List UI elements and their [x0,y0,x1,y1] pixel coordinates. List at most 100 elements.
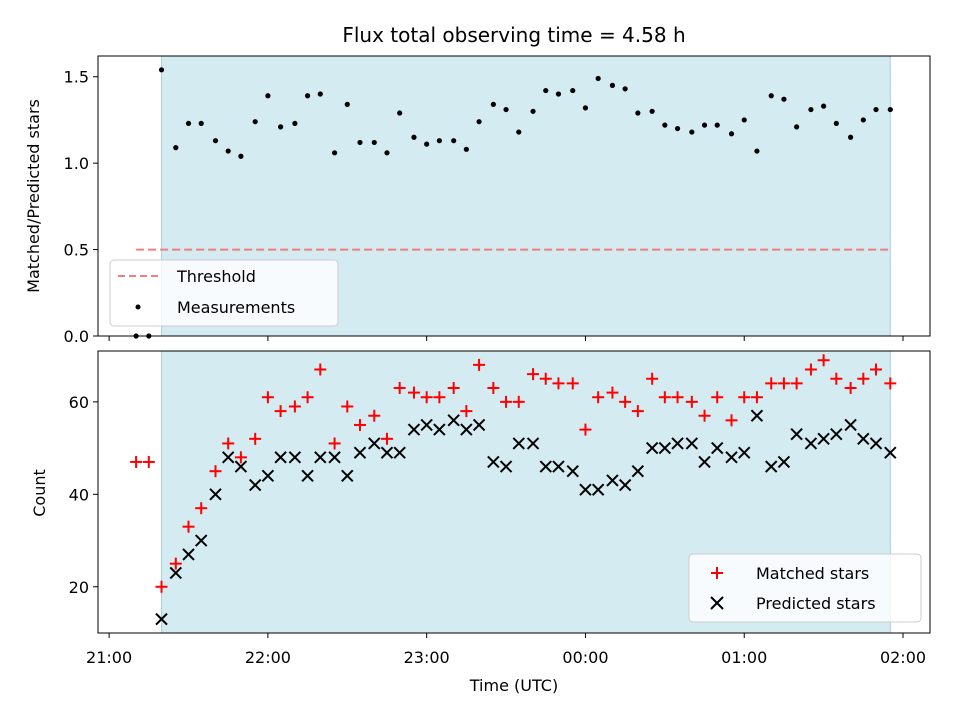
predicted-star-point [817,432,830,446]
matched-star-point [182,520,195,533]
measurement-point [516,129,522,135]
legend-threshold-label: Threshold [176,267,256,286]
measurement-point [212,138,219,144]
measurement-point [357,139,363,146]
x-tick-label: 01:00 [721,648,767,667]
measurement-point [808,106,814,113]
measurement-point [384,150,390,156]
matched-star-point [527,368,540,381]
measurement-point [185,120,192,127]
matched-star-point [817,354,830,367]
predicted-star-point [631,464,645,478]
predicted-star-point [499,460,513,473]
matched-star-point [353,418,366,431]
predicted-star-point [606,474,619,487]
top-x-ticks [108,336,904,341]
matched-star-point [844,381,857,394]
matched-star-point [539,372,552,385]
matched-star-point [142,455,155,468]
matched-star-point [790,377,803,390]
predicted-star-point [526,437,540,450]
matched-star-point [249,432,262,445]
predicted-star-point [711,441,724,455]
y-tick-label: 0.0 [64,327,89,346]
y-tick-label: 20 [69,578,89,597]
predicted-star-point [658,441,672,455]
bottom-y-axis-label: Count [30,469,49,517]
x-tick-label: 22:00 [245,648,291,667]
matched-star-point [619,395,632,408]
predicted-star-point [738,446,751,459]
matched-star-point [685,395,698,408]
top-axes-frame [97,55,931,337]
measurement-point [848,134,854,140]
measurement-point [173,145,179,151]
predicted-star-point [380,446,394,459]
measurement-point [794,124,800,130]
predicted-star-point [844,418,857,432]
measurement-point [292,120,298,127]
measurement-point [622,86,628,92]
measurement-point [701,122,708,128]
measurement-point [781,96,787,102]
predicted-star-point [750,409,764,422]
matched-star-point [288,400,301,413]
x-tick-label: 21:00 [86,648,132,667]
legend-predicted-label: Predicted stars [756,594,876,613]
predicted-stars-points [155,409,897,626]
measurement-point [582,105,589,111]
predicted-star-point [447,414,460,427]
measurement-point [768,93,774,99]
predicted-star-point [368,437,381,450]
matched-star-point [130,455,143,468]
top-panel: 0.0 0.5 1.0 1.5 Matched/Predicted stars Thr… [24,55,931,346]
matched-star-point [725,414,738,427]
predicted-star-point [169,566,183,580]
measurement-point [265,93,271,99]
bottom-legend: Matched stars Predicted stars [688,553,922,623]
predicted-star-point [314,451,327,464]
predicted-star-point [248,478,262,492]
predicted-star-point [221,451,235,464]
matched-star-point [301,391,314,404]
measurement-point [225,148,231,154]
measurement-point [371,139,377,146]
matched-star-point [646,372,659,385]
bottom-panel: 20 40 60 21:00 22:00 23:00 00:00 01:00 02:00 Co… [30,350,931,695]
measurement-point [397,110,403,116]
measurement-point [555,91,562,97]
matched-star-point [552,377,565,390]
predicted-star-point [671,437,684,450]
matched-star-point [804,363,817,376]
predicted-star-point [645,441,659,455]
matched-star-point [566,377,579,390]
y-tick-label: 1.5 [64,68,89,87]
predicted-star-point [685,437,699,450]
predicted-star-point [353,446,367,459]
matched-star-point [222,437,235,450]
measurement-point [331,150,338,156]
legend-matched-label: Matched stars [756,564,869,583]
matched-star-point [433,391,446,404]
measurement-point [754,148,760,154]
matched-star-point [169,557,182,570]
bottom-y-ticks: 20 40 60 [69,393,98,597]
predicted-star-point [194,534,208,547]
x-tick-label: 02:00 [880,648,926,667]
predicted-star-point [274,451,287,464]
predicted-star-point [591,483,605,496]
matched-star-point [314,363,327,376]
x-axis-label: Time (UTC) [469,676,558,695]
measurement-point [344,101,350,107]
measurement-point [436,138,442,144]
matched-stars-points [130,354,897,593]
matched-star-point [500,395,513,408]
matched-star-point [274,405,287,418]
matched-star-point [711,391,724,404]
matched-star-point [738,391,751,404]
predicted-star-point [328,451,341,464]
predicted-star-point [830,428,843,441]
measurement-point [741,117,747,123]
matched-star-point [234,451,247,464]
matched-star-point [407,386,420,399]
